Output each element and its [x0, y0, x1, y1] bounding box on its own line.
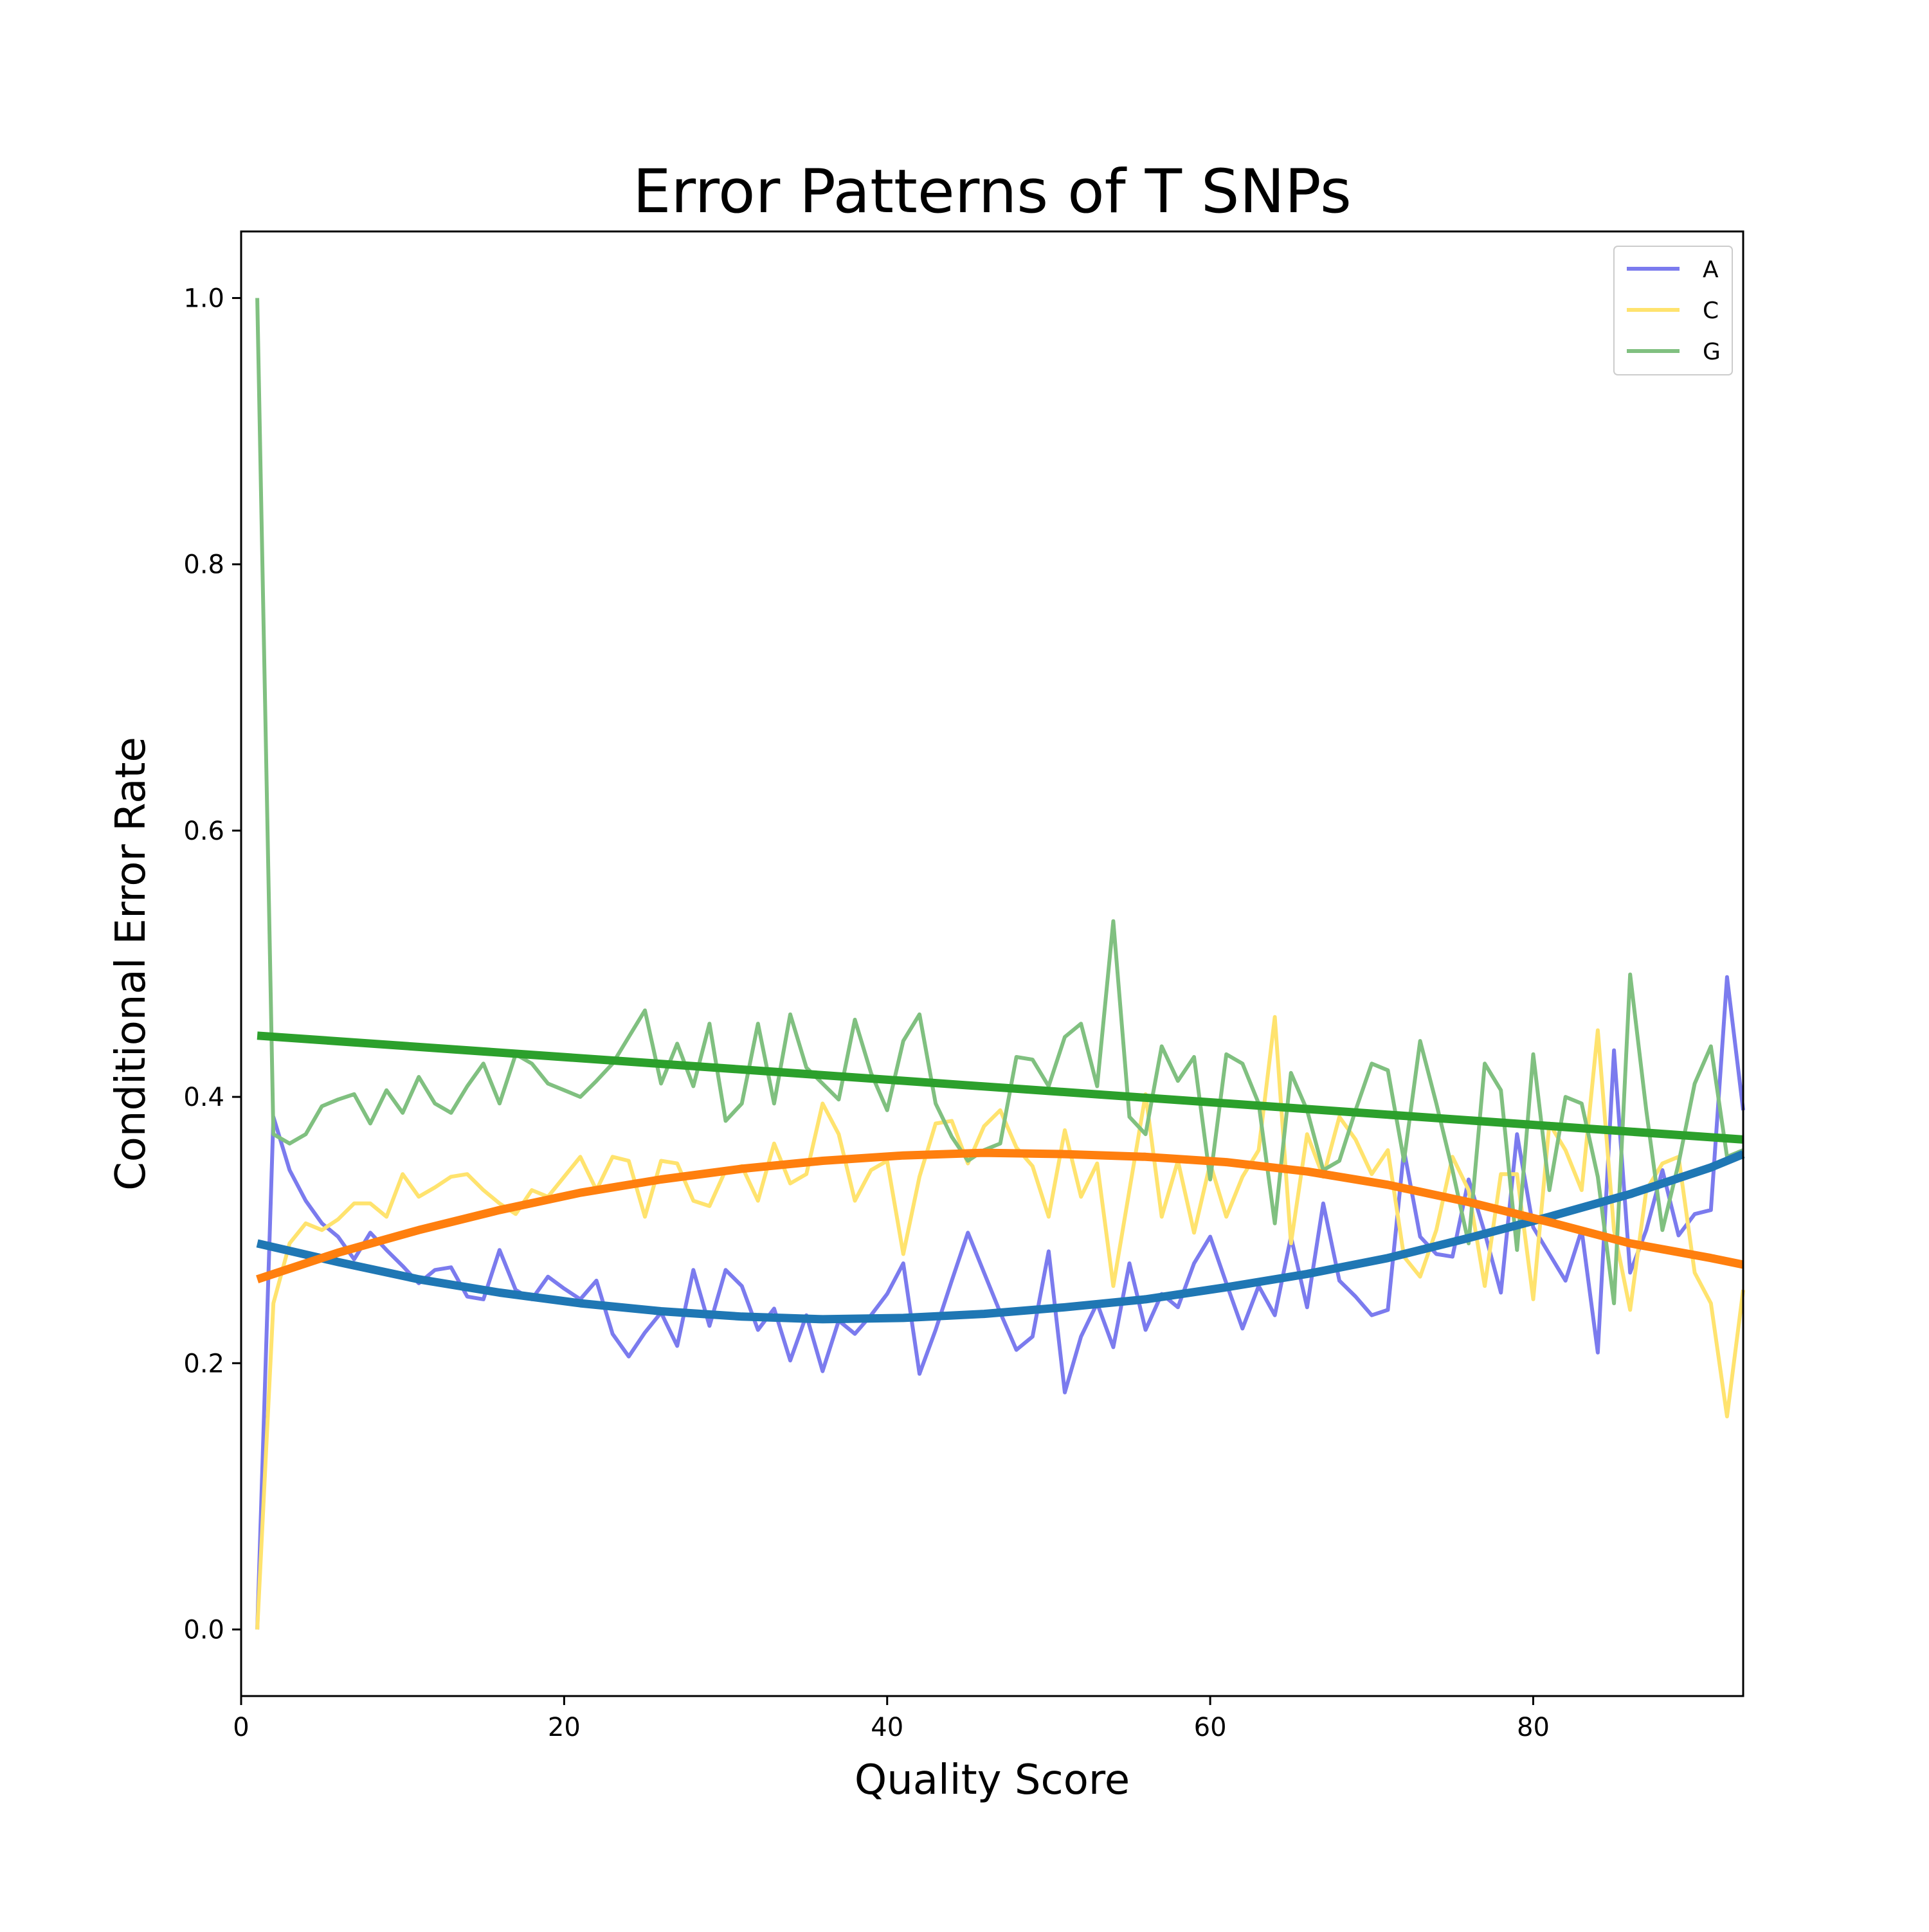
legend-label-g: G [1703, 339, 1721, 365]
y-axis-ticks: 0.0 0.2 0.4 0.6 0.8 1.0 [183, 284, 241, 1645]
x-axis-label: Quality Score [855, 1756, 1130, 1804]
y-tick-label: 0.6 [183, 817, 224, 846]
legend-items: ACG [1627, 257, 1721, 365]
y-tick-label: 0.2 [183, 1349, 224, 1378]
legend-label-c: C [1703, 298, 1719, 324]
x-tick-label: 60 [1194, 1713, 1227, 1742]
legend-label-a: A [1703, 257, 1719, 283]
x-tick-label: 80 [1517, 1713, 1550, 1742]
y-axis-label: Conditional Error Rate [107, 737, 155, 1191]
series-layer [255, 298, 1745, 1630]
y-tick-label: 0.8 [183, 550, 224, 580]
x-tick-label: 0 [233, 1713, 249, 1742]
x-tick-label: 20 [548, 1713, 581, 1742]
x-axis-ticks: 0 20 40 60 80 [233, 1696, 1550, 1742]
trend-line-2 [256, 1148, 1744, 1283]
trend-line-3 [257, 1031, 1744, 1144]
y-tick-label: 0.0 [183, 1615, 224, 1645]
series-g-line [255, 298, 1744, 1306]
y-tick-label: 0.4 [183, 1083, 224, 1112]
chart-title: Error Patterns of T SNPs [633, 157, 1352, 227]
plot-frame [240, 230, 1744, 1697]
x-tick-label: 40 [871, 1713, 903, 1742]
y-tick-label: 1.0 [183, 284, 224, 314]
legend: ACG [1613, 246, 1733, 375]
